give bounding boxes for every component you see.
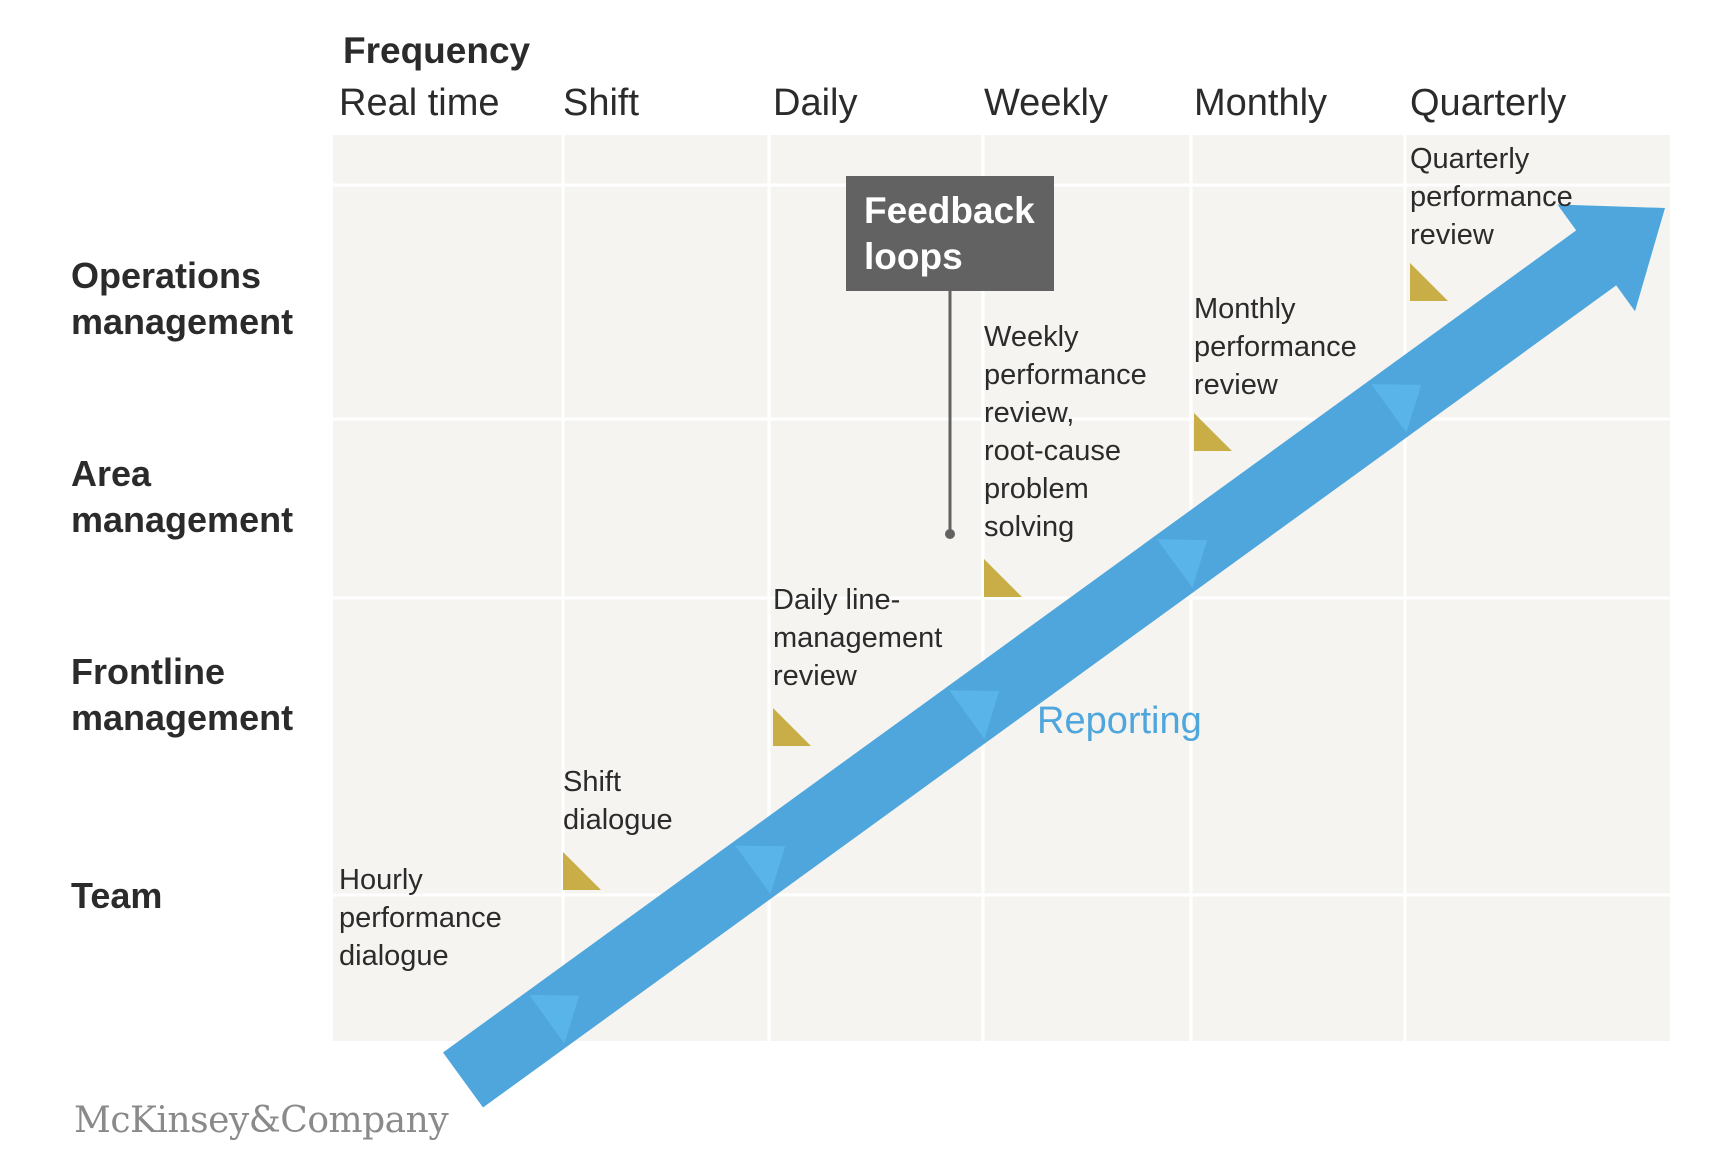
feedback-loops-callout: Feedback loops [846, 176, 1054, 291]
meeting-weekly: Weekly performance review, root-cause pr… [984, 321, 1147, 543]
column-label-quarterly: Quarterly [1410, 82, 1567, 124]
row-label-operations-management: Operations management [71, 255, 294, 342]
row-label-team: Team [71, 875, 163, 916]
arrow-chevron-4 [1371, 384, 1422, 433]
meeting-monthly: Monthly performance review [1194, 293, 1357, 401]
column-label-shift: Shift [563, 82, 640, 124]
frequency-title: Frequency [343, 30, 531, 71]
reporting-label: Reporting [1037, 700, 1202, 742]
meeting-marker-0 [563, 852, 601, 890]
meeting-quarterly: Quarterly performance review [1410, 143, 1573, 251]
brand-logo: McKinsey&Company [74, 1100, 449, 1141]
meeting-marker-3 [1194, 413, 1232, 451]
meeting-marker-1 [773, 708, 811, 746]
meeting-marker-2 [984, 559, 1022, 597]
column-label-real-time: Real time [339, 82, 500, 124]
meeting-shift: Shift dialogue [563, 766, 673, 836]
meeting-daily: Daily line- management review [773, 584, 943, 692]
meeting-hourly: Hourly performance dialogue [339, 864, 502, 972]
row-label-area-management: Area management [71, 453, 294, 540]
arrow-chevron-1 [735, 845, 786, 894]
meeting-marker-4 [1410, 263, 1448, 301]
row-label-frontline-management: Frontline management [71, 651, 294, 738]
arrow-chevron-3 [1157, 539, 1208, 588]
callout-leader-dot [945, 529, 955, 539]
reporting-arrow [443, 204, 1665, 1108]
arrow-chevron-2 [949, 690, 1000, 739]
arrow-chevron-0 [529, 994, 580, 1044]
column-label-daily: Daily [773, 82, 858, 124]
column-label-monthly: Monthly [1194, 82, 1328, 124]
column-label-weekly: Weekly [984, 82, 1108, 124]
